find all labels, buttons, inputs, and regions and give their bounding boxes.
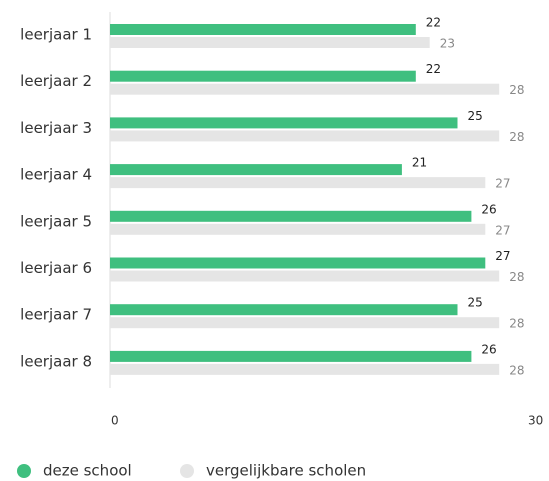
- data-label: 28: [509, 130, 524, 144]
- data-label: 28: [509, 270, 524, 284]
- data-label: 28: [509, 83, 524, 97]
- data-label: 25: [468, 296, 483, 310]
- data-label: 27: [495, 177, 510, 191]
- data-label: 27: [495, 249, 510, 263]
- data-label: 22: [426, 16, 441, 30]
- y-tick-label: leerjaar 5: [20, 212, 92, 230]
- data-label: 22: [426, 62, 441, 76]
- bar: [110, 177, 486, 189]
- bar: [110, 270, 500, 282]
- y-tick-label: leerjaar 6: [20, 259, 92, 277]
- bar: [110, 164, 402, 176]
- data-label: 23: [440, 37, 455, 51]
- bar: [110, 317, 500, 329]
- x-tick-label: 30: [528, 414, 543, 428]
- bar: [110, 350, 472, 362]
- bar: [110, 304, 458, 316]
- data-label: 27: [495, 223, 510, 237]
- bar: [110, 130, 500, 142]
- legend-marker: [17, 464, 31, 478]
- y-tick-label: leerjaar 7: [20, 306, 92, 324]
- data-label: 28: [509, 317, 524, 331]
- bar: [110, 117, 458, 129]
- data-label: 26: [481, 342, 496, 356]
- legend-marker: [180, 464, 194, 478]
- y-tick-label: leerjaar 8: [20, 352, 92, 370]
- legend-label: vergelijkbare scholen: [206, 462, 366, 480]
- bar: [110, 24, 416, 35]
- bar: [110, 257, 486, 269]
- data-label: 21: [412, 156, 427, 170]
- bar: [110, 363, 500, 375]
- y-tick-label: leerjaar 3: [20, 119, 92, 137]
- data-label: 25: [468, 109, 483, 123]
- data-label: 26: [481, 202, 496, 216]
- y-tick-label: leerjaar 1: [20, 26, 92, 44]
- y-tick-label: leerjaar 4: [20, 166, 92, 184]
- bar: [110, 223, 486, 235]
- bar: [110, 83, 500, 95]
- data-label: 28: [509, 363, 524, 377]
- bar: [110, 210, 472, 222]
- legend-label: deze school: [43, 462, 132, 480]
- bar: [110, 70, 416, 82]
- y-tick-label: leerjaar 2: [20, 72, 92, 90]
- x-tick-label: 0: [111, 414, 119, 428]
- bar: [110, 37, 430, 48]
